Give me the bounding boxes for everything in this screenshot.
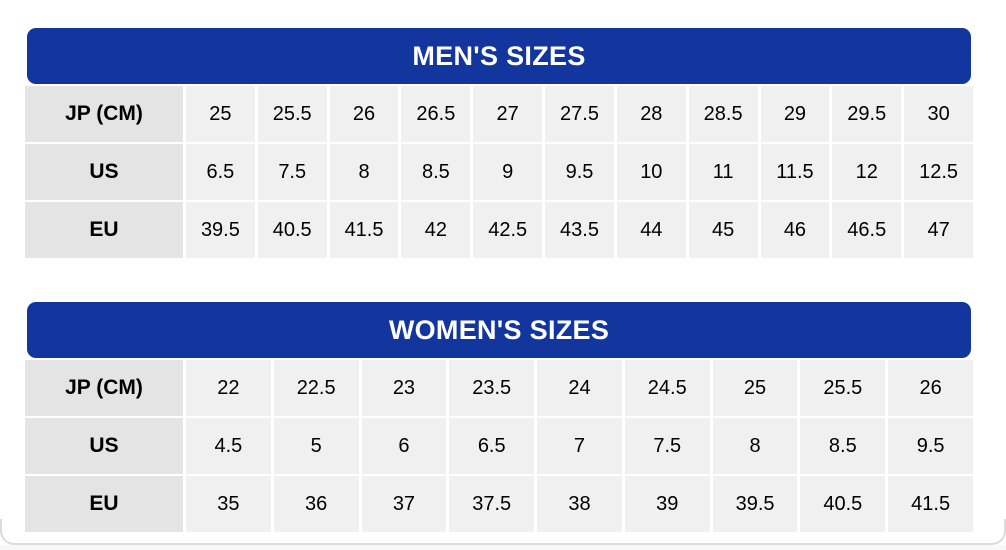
size-cell: 26 [888,360,973,416]
womens-table-grid: JP (CM) 22 22.5 23 23.5 24 24.5 25 25.5 … [25,360,973,532]
page-background-strip [0,545,1006,550]
size-cell: 8 [712,418,798,474]
size-cell: 41.5 [888,476,973,532]
size-cell: 39.5 [186,202,255,258]
size-cell: 40.5 [257,202,327,258]
size-cell: 35 [186,476,271,532]
size-cell: 37 [361,476,447,532]
size-cell: 8.5 [800,418,886,474]
size-cell: 7 [537,418,622,474]
row-label-jp: JP (CM) [25,86,183,142]
size-cell: 43.5 [545,202,614,258]
card-bottom-border [0,519,1006,545]
size-cell: 44 [616,202,686,258]
size-cell: 10 [616,144,686,200]
size-cell: 47 [904,202,973,258]
size-cell: 22.5 [273,360,359,416]
size-cell: 9.5 [545,144,614,200]
size-cell: 29.5 [832,86,902,142]
womens-table-title: WOMEN'S SIZES [27,302,971,358]
size-cell: 39.5 [712,476,798,532]
size-cell: 25.5 [257,86,327,142]
womens-size-table: WOMEN'S SIZES JP (CM) 22 22.5 23 23.5 24… [25,302,973,532]
size-cell: 25 [712,360,798,416]
size-cell: 27 [473,86,543,142]
size-cell: 23 [361,360,447,416]
row-label-us: US [25,418,183,474]
size-cell: 8 [329,144,399,200]
size-cell: 6.5 [449,418,535,474]
row-label-eu: EU [25,202,183,258]
size-cell: 6.5 [186,144,255,200]
mens-table-grid: JP (CM) 25 25.5 26 26.5 27 27.5 28 28.5 … [25,86,973,258]
size-cell: 46.5 [832,202,902,258]
size-cell: 41.5 [329,202,399,258]
size-cell: 38 [537,476,622,532]
size-cell: 12.5 [904,144,973,200]
size-cell: 25 [186,86,255,142]
size-cell: 8.5 [401,144,471,200]
size-cell: 40.5 [800,476,886,532]
size-cell: 27.5 [545,86,614,142]
size-cell: 42 [401,202,471,258]
size-cell: 7.5 [257,144,327,200]
size-cell: 29 [760,86,830,142]
size-cell: 24 [537,360,622,416]
size-cell: 12 [832,144,902,200]
size-cell: 30 [904,86,973,142]
row-label-us: US [25,144,183,200]
size-cell: 45 [688,202,758,258]
size-cell: 39 [624,476,710,532]
size-cell: 6 [361,418,447,474]
size-cell: 5 [273,418,359,474]
size-cell: 28 [616,86,686,142]
size-cell: 26 [329,86,399,142]
row-label-eu: EU [25,476,183,532]
size-cell: 7.5 [624,418,710,474]
size-cell: 11.5 [760,144,830,200]
row-label-jp: JP (CM) [25,360,183,416]
size-cell: 22 [186,360,271,416]
mens-table-title: MEN'S SIZES [27,28,971,84]
size-cell: 24.5 [624,360,710,416]
size-cell: 4.5 [186,418,271,474]
size-cell: 37.5 [449,476,535,532]
size-cell: 42.5 [473,202,543,258]
size-cell: 46 [760,202,830,258]
mens-size-table: MEN'S SIZES JP (CM) 25 25.5 26 26.5 27 2… [25,28,973,258]
size-cell: 28.5 [688,86,758,142]
size-cell: 9.5 [888,418,973,474]
size-cell: 23.5 [449,360,535,416]
size-cell: 11 [688,144,758,200]
size-cell: 26.5 [401,86,471,142]
size-cell: 25.5 [800,360,886,416]
size-cell: 9 [473,144,543,200]
size-cell: 36 [273,476,359,532]
